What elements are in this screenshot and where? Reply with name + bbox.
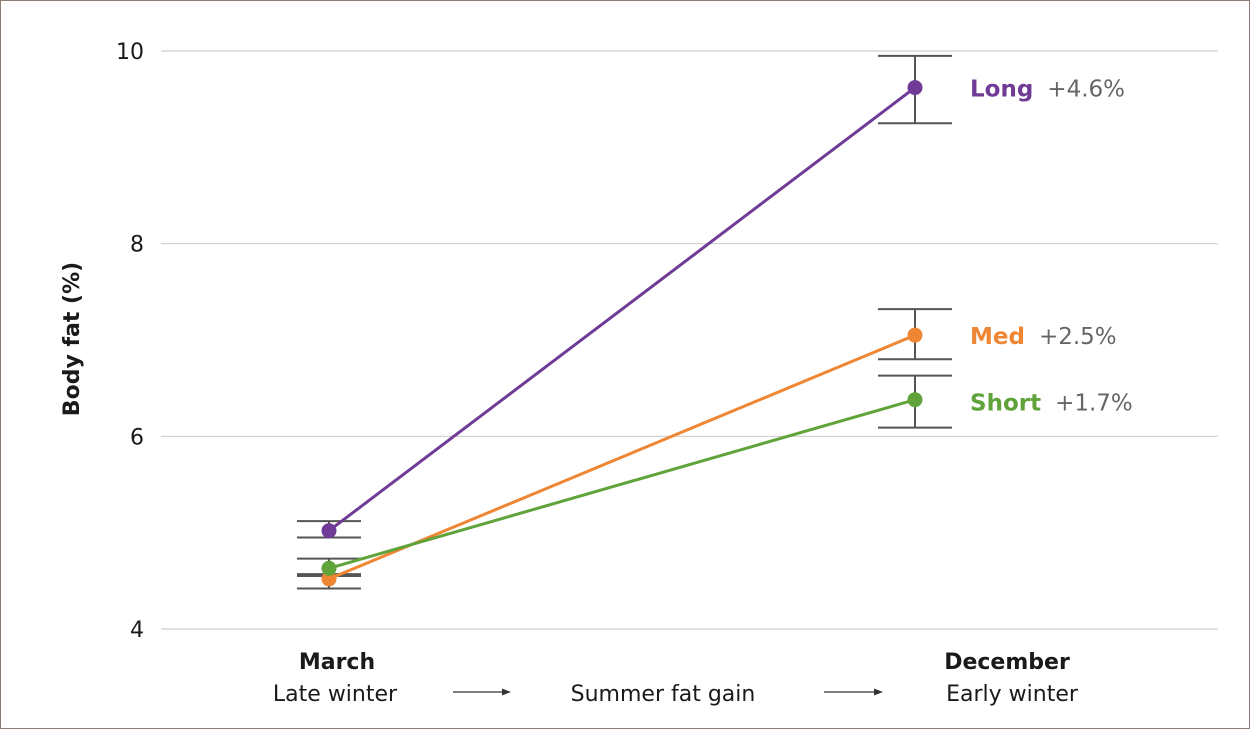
series-label-short: Short +1.7%	[970, 391, 1133, 417]
series-labels: Long +4.6% Med +2.5% Short +1.7%	[970, 77, 1133, 417]
y-tick-label: 10	[116, 40, 144, 65]
y-tick-label: 6	[130, 425, 144, 450]
y-tick-label: 8	[130, 233, 144, 258]
series-lines	[328, 86, 916, 581]
y-tick-label: 4	[130, 618, 144, 643]
arrow-head	[502, 688, 511, 696]
data-point-short	[321, 560, 337, 576]
data-point-med	[907, 327, 923, 343]
x-sublabel-march: Late winter	[273, 682, 398, 707]
series-label-long: Long +4.6%	[970, 77, 1125, 103]
arrow-head	[874, 688, 883, 696]
y-axis-label: Body fat (%)	[60, 262, 85, 416]
data-point-med	[321, 571, 337, 587]
series-line-med	[328, 333, 916, 581]
data-point-long	[321, 523, 337, 539]
y-axis-ticks: 4 6 8 10	[116, 40, 144, 643]
series-line-long	[328, 86, 916, 532]
data-points	[321, 80, 923, 587]
data-point-long	[907, 80, 923, 96]
x-axis-labels: March Late winter December Early winter	[273, 650, 1079, 707]
middle-label: Summer fat gain	[571, 682, 756, 707]
data-point-short	[907, 392, 923, 408]
grid-lines	[161, 50, 1218, 630]
series-label-med: Med +2.5%	[970, 324, 1117, 350]
x-sublabel-december: Early winter	[946, 682, 1079, 707]
x-label-march: March	[299, 650, 375, 675]
arrows	[453, 688, 883, 696]
series-line-short	[328, 398, 916, 570]
x-label-december: December	[944, 650, 1070, 675]
